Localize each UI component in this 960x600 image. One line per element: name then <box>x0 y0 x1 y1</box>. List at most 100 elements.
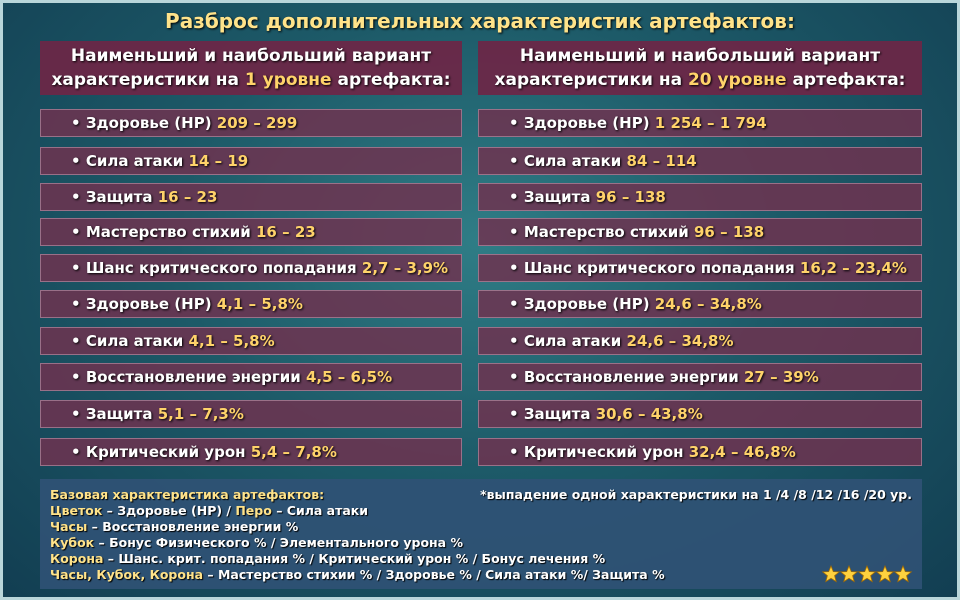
stat-value: 5,1 – 7,3% <box>157 405 244 423</box>
stat-value: 24,6 – 34,8% <box>654 295 762 313</box>
stat-label: Защита <box>85 188 153 206</box>
footer-line: Кубок – Бонус Физического % / Элементаль… <box>50 535 912 551</box>
footer-line: Цветок – Здоровье (HP) / Перо – Сила ата… <box>50 503 912 519</box>
heading-level: 20 уровне <box>687 70 787 90</box>
stat-value: 16,2 – 23,4% <box>799 259 907 277</box>
stat-row: • Здоровье (HP) 24,6 – 34,8% <box>478 290 922 318</box>
stat-label: Здоровье (HP) <box>85 114 212 132</box>
stat-label: Здоровье (HP) <box>523 114 650 132</box>
stat-label: Шанс критического попадания <box>523 259 795 277</box>
column: Наименьший и наибольший вариант характери… <box>478 41 922 466</box>
heading-line: Наименьший и наибольший вариант <box>519 46 881 66</box>
footer-lines: Цветок – Здоровье (HP) / Перо – Сила ата… <box>50 503 912 583</box>
footer-text: – Сила атаки <box>276 503 369 518</box>
stat-label: Сила атаки <box>85 332 184 350</box>
stat-row: • Критический урон 5,4 – 7,8% <box>40 438 462 466</box>
heading-text: характеристики на <box>51 70 239 90</box>
star <box>894 565 912 582</box>
stat-row: • Шанс критического попадания 2,7 – 3,9% <box>40 254 462 282</box>
footer-text: – Мастерство стихии % / Здоровье % / Сил… <box>207 567 665 582</box>
stat-row: • Шанс критического попадания 16,2 – 23,… <box>478 254 922 282</box>
stat-value: 16 – 23 <box>157 188 218 206</box>
star <box>858 565 876 582</box>
footer-text: – Шанс. крит. попадания % / Критический … <box>107 551 606 566</box>
stat-value: 209 – 299 <box>216 114 298 132</box>
column-heading: Наименьший и наибольший вариант характери… <box>40 41 462 95</box>
stat-value: 16 – 23 <box>256 223 316 241</box>
footer-key: Перо <box>235 503 272 518</box>
stat-label: Шанс критического попадания <box>85 259 357 277</box>
stat-row: • Здоровье (HP) 1 254 – 1 794 <box>478 109 922 137</box>
heading-text: артефакта: <box>792 70 906 90</box>
heading-text: характеристики на <box>494 70 683 90</box>
footer-heading: Базовая характеристика артефактов: <box>50 487 325 502</box>
stat-label: Сила атаки <box>523 332 622 350</box>
stat-row: • Мастерство стихий 16 – 23 <box>40 218 462 246</box>
footnote: *выпадение одной характеристики на 1 /4 … <box>480 487 912 502</box>
stat-value: 27 – 39% <box>744 368 819 386</box>
stat-row: • Защита 96 – 138 <box>478 183 922 211</box>
stat-value: 4,1 – 5,8% <box>216 295 303 313</box>
footer-text: – Восстановление энергии % <box>91 519 299 534</box>
stat-row: • Здоровье (HP) 4,1 – 5,8% <box>40 290 462 318</box>
star <box>876 565 894 582</box>
stat-row: • Здоровье (HP) 209 – 299 <box>40 109 462 137</box>
stat-row: • Сила атаки 84 – 114 <box>478 147 922 175</box>
footer-line: Корона – Шанс. крит. попадания % / Крити… <box>50 551 912 567</box>
stat-row: • Восстановление энергии 27 – 39% <box>478 363 922 391</box>
stat-label: Мастерство стихий <box>85 223 251 241</box>
stat-value: 96 – 138 <box>595 188 666 206</box>
stat-label: Здоровье (HP) <box>523 295 650 313</box>
stat-label: Сила атаки <box>523 152 622 170</box>
stat-value: 30,6 – 43,8% <box>595 405 703 423</box>
stat-row: • Защита 16 – 23 <box>40 183 462 211</box>
stat-row: • Сила атаки 14 – 19 <box>40 147 462 175</box>
stat-row: • Защита 5,1 – 7,3% <box>40 400 462 428</box>
footer-text: – Здоровье (HP) / <box>106 503 231 518</box>
stat-value: 4,5 – 6,5% <box>306 368 393 386</box>
stat-label: Защита <box>523 188 591 206</box>
stat-label: Защита <box>85 405 153 423</box>
stat-label: Здоровье (HP) <box>85 295 212 313</box>
footer-text: – Бонус Физического % / Элементального у… <box>98 535 463 550</box>
stat-label: Восстановление энергии <box>85 368 301 386</box>
stat-value: 14 – 19 <box>188 152 249 170</box>
stat-label: Восстановление энергии <box>523 368 739 386</box>
stat-label: Критический урон <box>85 443 246 461</box>
stat-value: 24,6 – 34,8% <box>626 332 734 350</box>
stat-label: Мастерство стихий <box>523 223 689 241</box>
footer-line: Часы, Кубок, Корона – Мастерство стихии … <box>50 567 912 583</box>
footer-key: Кубок <box>50 535 95 550</box>
stat-row: • Сила атаки 24,6 – 34,8% <box>478 327 922 355</box>
stat-row: • Восстановление энергии 4,5 – 6,5% <box>40 363 462 391</box>
stat-row: • Критический урон 32,4 – 46,8% <box>478 438 922 466</box>
column: Наименьший и наибольший вариант характери… <box>40 41 462 466</box>
column-heading: Наименьший и наибольший вариант характери… <box>478 41 922 95</box>
stat-row: • Защита 30,6 – 43,8% <box>478 400 922 428</box>
heading-line: Наименьший и наибольший вариант <box>70 46 432 66</box>
footer-key: Часы <box>50 519 88 534</box>
stat-value: 32,4 – 46,8% <box>688 443 796 461</box>
stat-value: 2,7 – 3,9% <box>361 259 449 277</box>
footer-key: Цветок <box>50 503 103 518</box>
stat-label: Критический урон <box>523 443 684 461</box>
stat-value: 84 – 114 <box>626 152 697 170</box>
footer-line: Часы – Восстановление энергии % <box>50 519 912 535</box>
stat-value: 5,4 – 7,8% <box>250 443 337 461</box>
stat-value: 1 254 – 1 794 <box>654 114 767 132</box>
stat-row: • Мастерство стихий 96 – 138 <box>478 218 922 246</box>
star <box>840 565 858 582</box>
heading-text: артефакта: <box>337 70 451 90</box>
stat-value: 96 – 138 <box>694 223 765 241</box>
rarity-stars <box>822 565 912 582</box>
stat-value: 4,1 – 5,8% <box>188 332 275 350</box>
star <box>822 565 840 582</box>
footer-key: Часы, Кубок, Корона <box>50 567 204 582</box>
stat-label: Защита <box>523 405 591 423</box>
footer: Базовая характеристика артефактов: Цвето… <box>40 479 922 589</box>
heading-level: 1 уровне <box>244 70 332 90</box>
stat-row: • Сила атаки 4,1 – 5,8% <box>40 327 462 355</box>
